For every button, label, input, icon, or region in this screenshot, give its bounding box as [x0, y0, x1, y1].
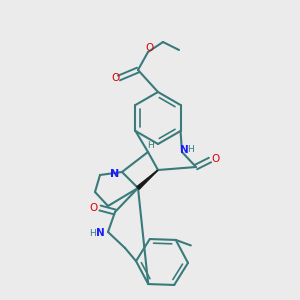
Text: O: O	[111, 73, 119, 83]
Text: H: H	[187, 146, 194, 154]
Text: H: H	[148, 142, 154, 151]
Text: O: O	[212, 154, 220, 164]
Polygon shape	[137, 170, 158, 189]
Text: N: N	[110, 169, 120, 179]
Text: N: N	[96, 228, 104, 238]
Text: O: O	[90, 203, 98, 213]
Text: H: H	[90, 229, 96, 238]
Text: O: O	[145, 43, 153, 53]
Text: N: N	[180, 145, 188, 155]
